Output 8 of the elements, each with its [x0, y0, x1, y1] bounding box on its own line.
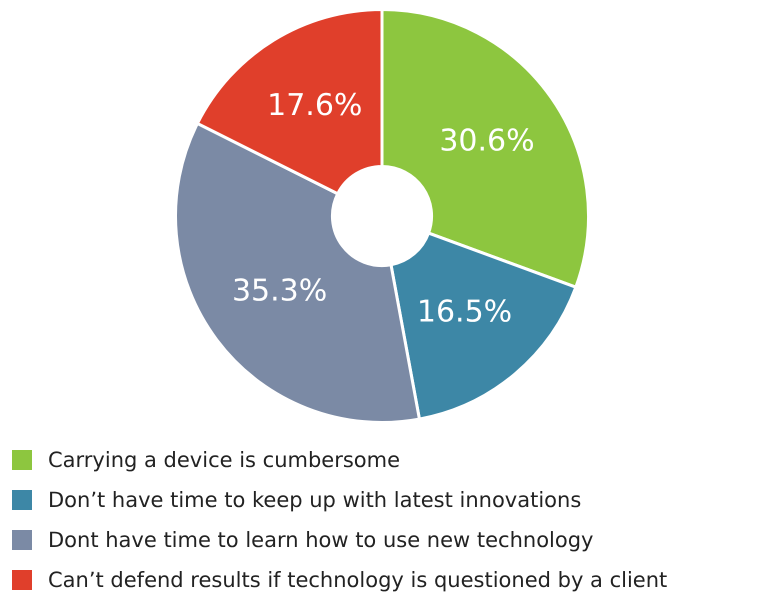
legend-label: Can’t defend results if technology is questioned by a client [48, 568, 668, 592]
legend-label: Carrying a device is cumbersome [48, 448, 400, 472]
legend-label: Don’t have time to keep up with latest innovations [48, 488, 582, 512]
data-label: 35.3% [232, 274, 328, 309]
legend-label: Dont have time to learn how to use new technology [48, 528, 594, 552]
data-label: 16.5% [416, 294, 512, 330]
data-label: 17.6% [267, 88, 362, 123]
data-label: 30.6% [439, 124, 535, 159]
